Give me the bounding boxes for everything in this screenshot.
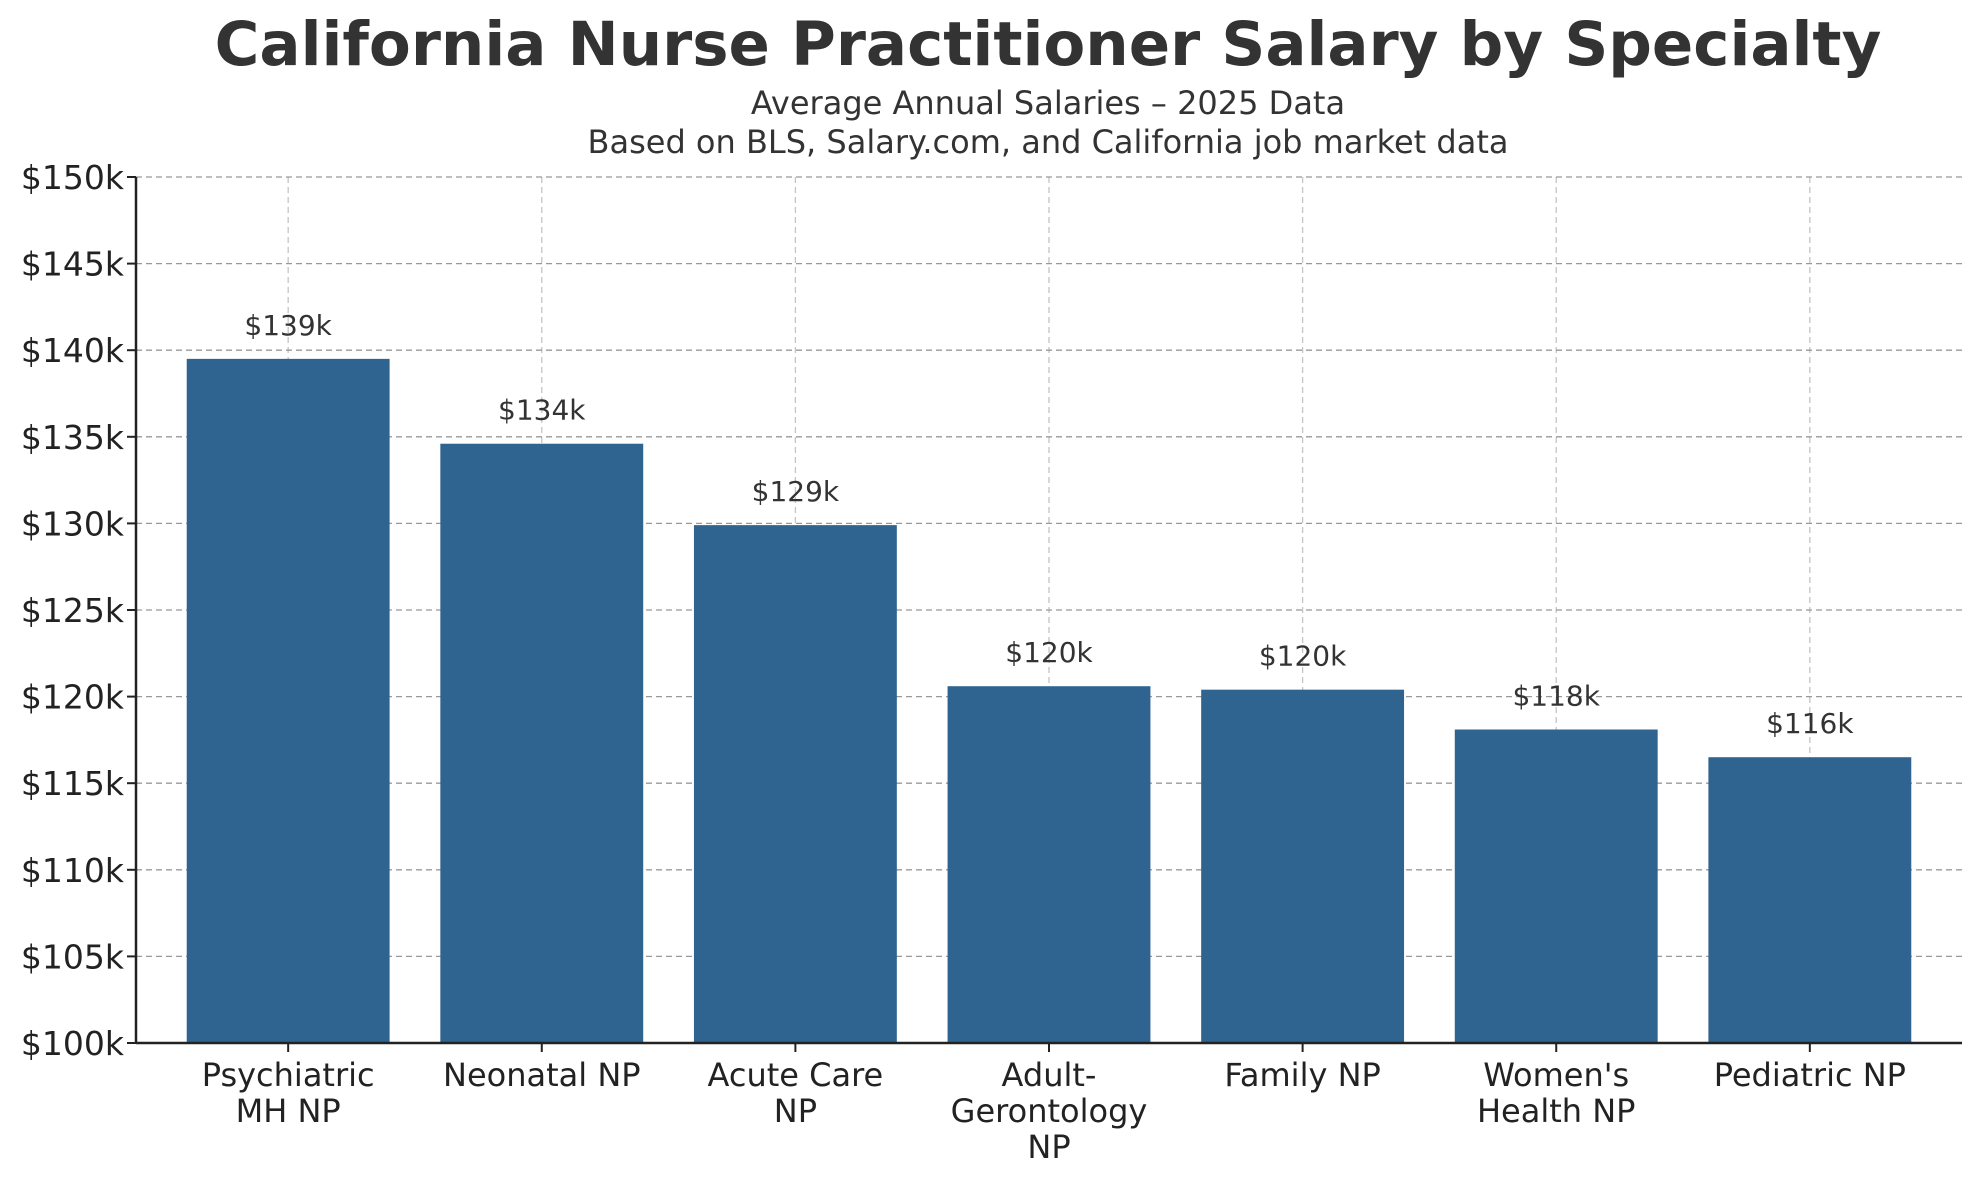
plot-area: $100k $105k $110k $115k $120k $125k $130k $135k…: [21, 158, 1962, 1166]
x-tick-label: NP: [1027, 1128, 1070, 1166]
bar-data-label: $120k: [1005, 636, 1093, 669]
x-tick-label: MH NP: [236, 1092, 341, 1130]
y-tick-label: $125k: [21, 591, 125, 630]
bar-data-label: $139k: [244, 309, 332, 342]
bar: [186, 358, 390, 1043]
y-tick-label: $145k: [21, 245, 125, 284]
y-tick-label: $120k: [21, 678, 125, 717]
chart-subtitle-line-1: Average Annual Salaries – 2025 Data: [751, 84, 1345, 122]
x-tick-label: Acute Care: [708, 1056, 884, 1094]
y-tick-label: $135k: [21, 418, 125, 457]
bar-data-label: $129k: [752, 475, 840, 508]
bar-data-label: $134k: [498, 394, 586, 427]
bar-data-label: $116k: [1766, 707, 1854, 740]
bar-data-label: $118k: [1512, 680, 1600, 713]
x-tick-label: NP: [774, 1092, 817, 1130]
y-tick-label: $130k: [21, 504, 125, 543]
x-tick-label: Gerontology: [951, 1092, 1148, 1130]
x-tick-label: Neonatal NP: [443, 1056, 641, 1094]
y-tick-label: $115k: [21, 764, 125, 803]
bar: [440, 443, 644, 1043]
bar: [947, 686, 1151, 1043]
chart-subtitle-line-2: Based on BLS, Salary.com, and California…: [588, 123, 1509, 161]
y-tick-label: $150k: [21, 158, 125, 197]
x-tick-label: Women's: [1483, 1056, 1629, 1094]
x-tick-label: Adult-: [1002, 1056, 1097, 1094]
x-tick-label: Pediatric NP: [1714, 1056, 1906, 1094]
bar-data-label: $120k: [1259, 640, 1347, 673]
y-tick-label: $110k: [21, 851, 125, 890]
x-tick-label: Health NP: [1477, 1092, 1635, 1130]
bar: [1708, 757, 1912, 1043]
y-tick-label: $140k: [21, 331, 125, 370]
bar: [1201, 689, 1405, 1043]
x-tick-label: Psychiatric: [202, 1056, 375, 1094]
y-tick-label: $105k: [21, 937, 125, 976]
chart-title: California Nurse Practitioner Salary by …: [215, 9, 1882, 80]
y-tick-label: $100k: [21, 1024, 125, 1063]
bar: [693, 525, 897, 1043]
bar: [1454, 729, 1658, 1043]
x-tick-label: Family NP: [1224, 1056, 1380, 1094]
